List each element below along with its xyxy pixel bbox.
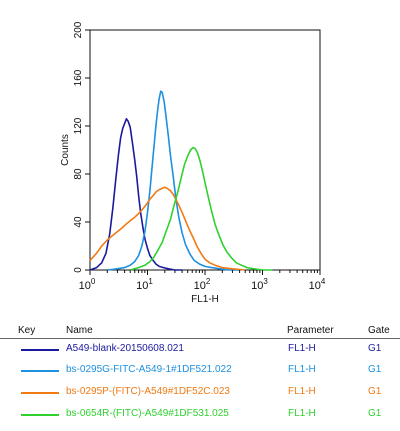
y-tick-label: 40 — [73, 216, 84, 228]
key-row-name: bs-0295P-(FITC)-A549#1DF52C.023 — [66, 386, 230, 397]
histogram-chart: 100 101 102 103 104 0 40 80 120 160 200 FL1-H Cou… — [60, 21, 326, 305]
series-group — [89, 90, 273, 271]
key-row-parameter: FL1-H — [288, 386, 316, 397]
series-line — [129, 146, 273, 271]
key-swatch — [21, 370, 59, 372]
key-row: bs-0295P-(FITC)-A549#1DF52C.023 FL1-H G1 — [0, 386, 400, 408]
key-row-parameter: FL1-H — [288, 408, 316, 419]
name-header: Name — [66, 325, 93, 336]
key-row: A549-blank-20150608.021 FL1-H G1 — [0, 343, 400, 365]
key-row: bs-0295G-FITC-A549-1#1DF521.022 FL1-H G1 — [0, 364, 400, 386]
key-row-gate: G1 — [368, 343, 382, 354]
x-tick-label: 103 — [251, 277, 268, 292]
y-tick-label: 160 — [73, 69, 84, 86]
x-axis-label: FL1-H — [191, 294, 219, 305]
x-axis-ticks: 100 101 102 103 104 — [79, 270, 326, 292]
series-line — [89, 186, 246, 271]
y-tick-label: 80 — [73, 168, 84, 180]
key-row-gate: G1 — [368, 364, 382, 375]
key-table-header: Key Name Parameter Gate — [0, 318, 400, 340]
series-line — [107, 90, 240, 271]
key-row-parameter: FL1-H — [288, 343, 316, 354]
key-row-name: bs-0295G-FITC-A549-1#1DF521.022 — [66, 364, 232, 375]
series-line — [89, 118, 183, 271]
key-swatch — [21, 392, 59, 394]
key-row-parameter: FL1-H — [288, 364, 316, 375]
y-tick-label: 200 — [73, 21, 84, 38]
gate-header: Gate — [368, 325, 390, 336]
key-row-gate: G1 — [368, 386, 382, 397]
x-tick-label: 104 — [309, 277, 326, 292]
key-swatch — [21, 349, 59, 351]
y-axis-ticks: 0 40 80 120 160 200 — [73, 21, 90, 273]
x-tick-label: 100 — [79, 277, 96, 292]
key-row-gate: G1 — [368, 408, 382, 419]
key-header-divider — [0, 338, 400, 339]
y-tick-label: 0 — [73, 267, 84, 273]
y-tick-label: 120 — [73, 117, 84, 134]
y-axis-label: Counts — [60, 134, 71, 166]
key-row-name: bs-0654R-(FITC)-A549#1DF531.025 — [66, 408, 229, 419]
key-row: bs-0654R-(FITC)-A549#1DF531.025 FL1-H G1 — [0, 408, 400, 430]
key-swatch — [21, 414, 59, 416]
parameter-header: Parameter — [287, 325, 334, 336]
x-tick-label: 101 — [136, 277, 153, 292]
plot-frame — [89, 29, 321, 271]
x-tick-label: 102 — [194, 277, 211, 292]
key-row-name: A549-blank-20150608.021 — [66, 343, 184, 354]
key-header: Key — [18, 325, 36, 336]
